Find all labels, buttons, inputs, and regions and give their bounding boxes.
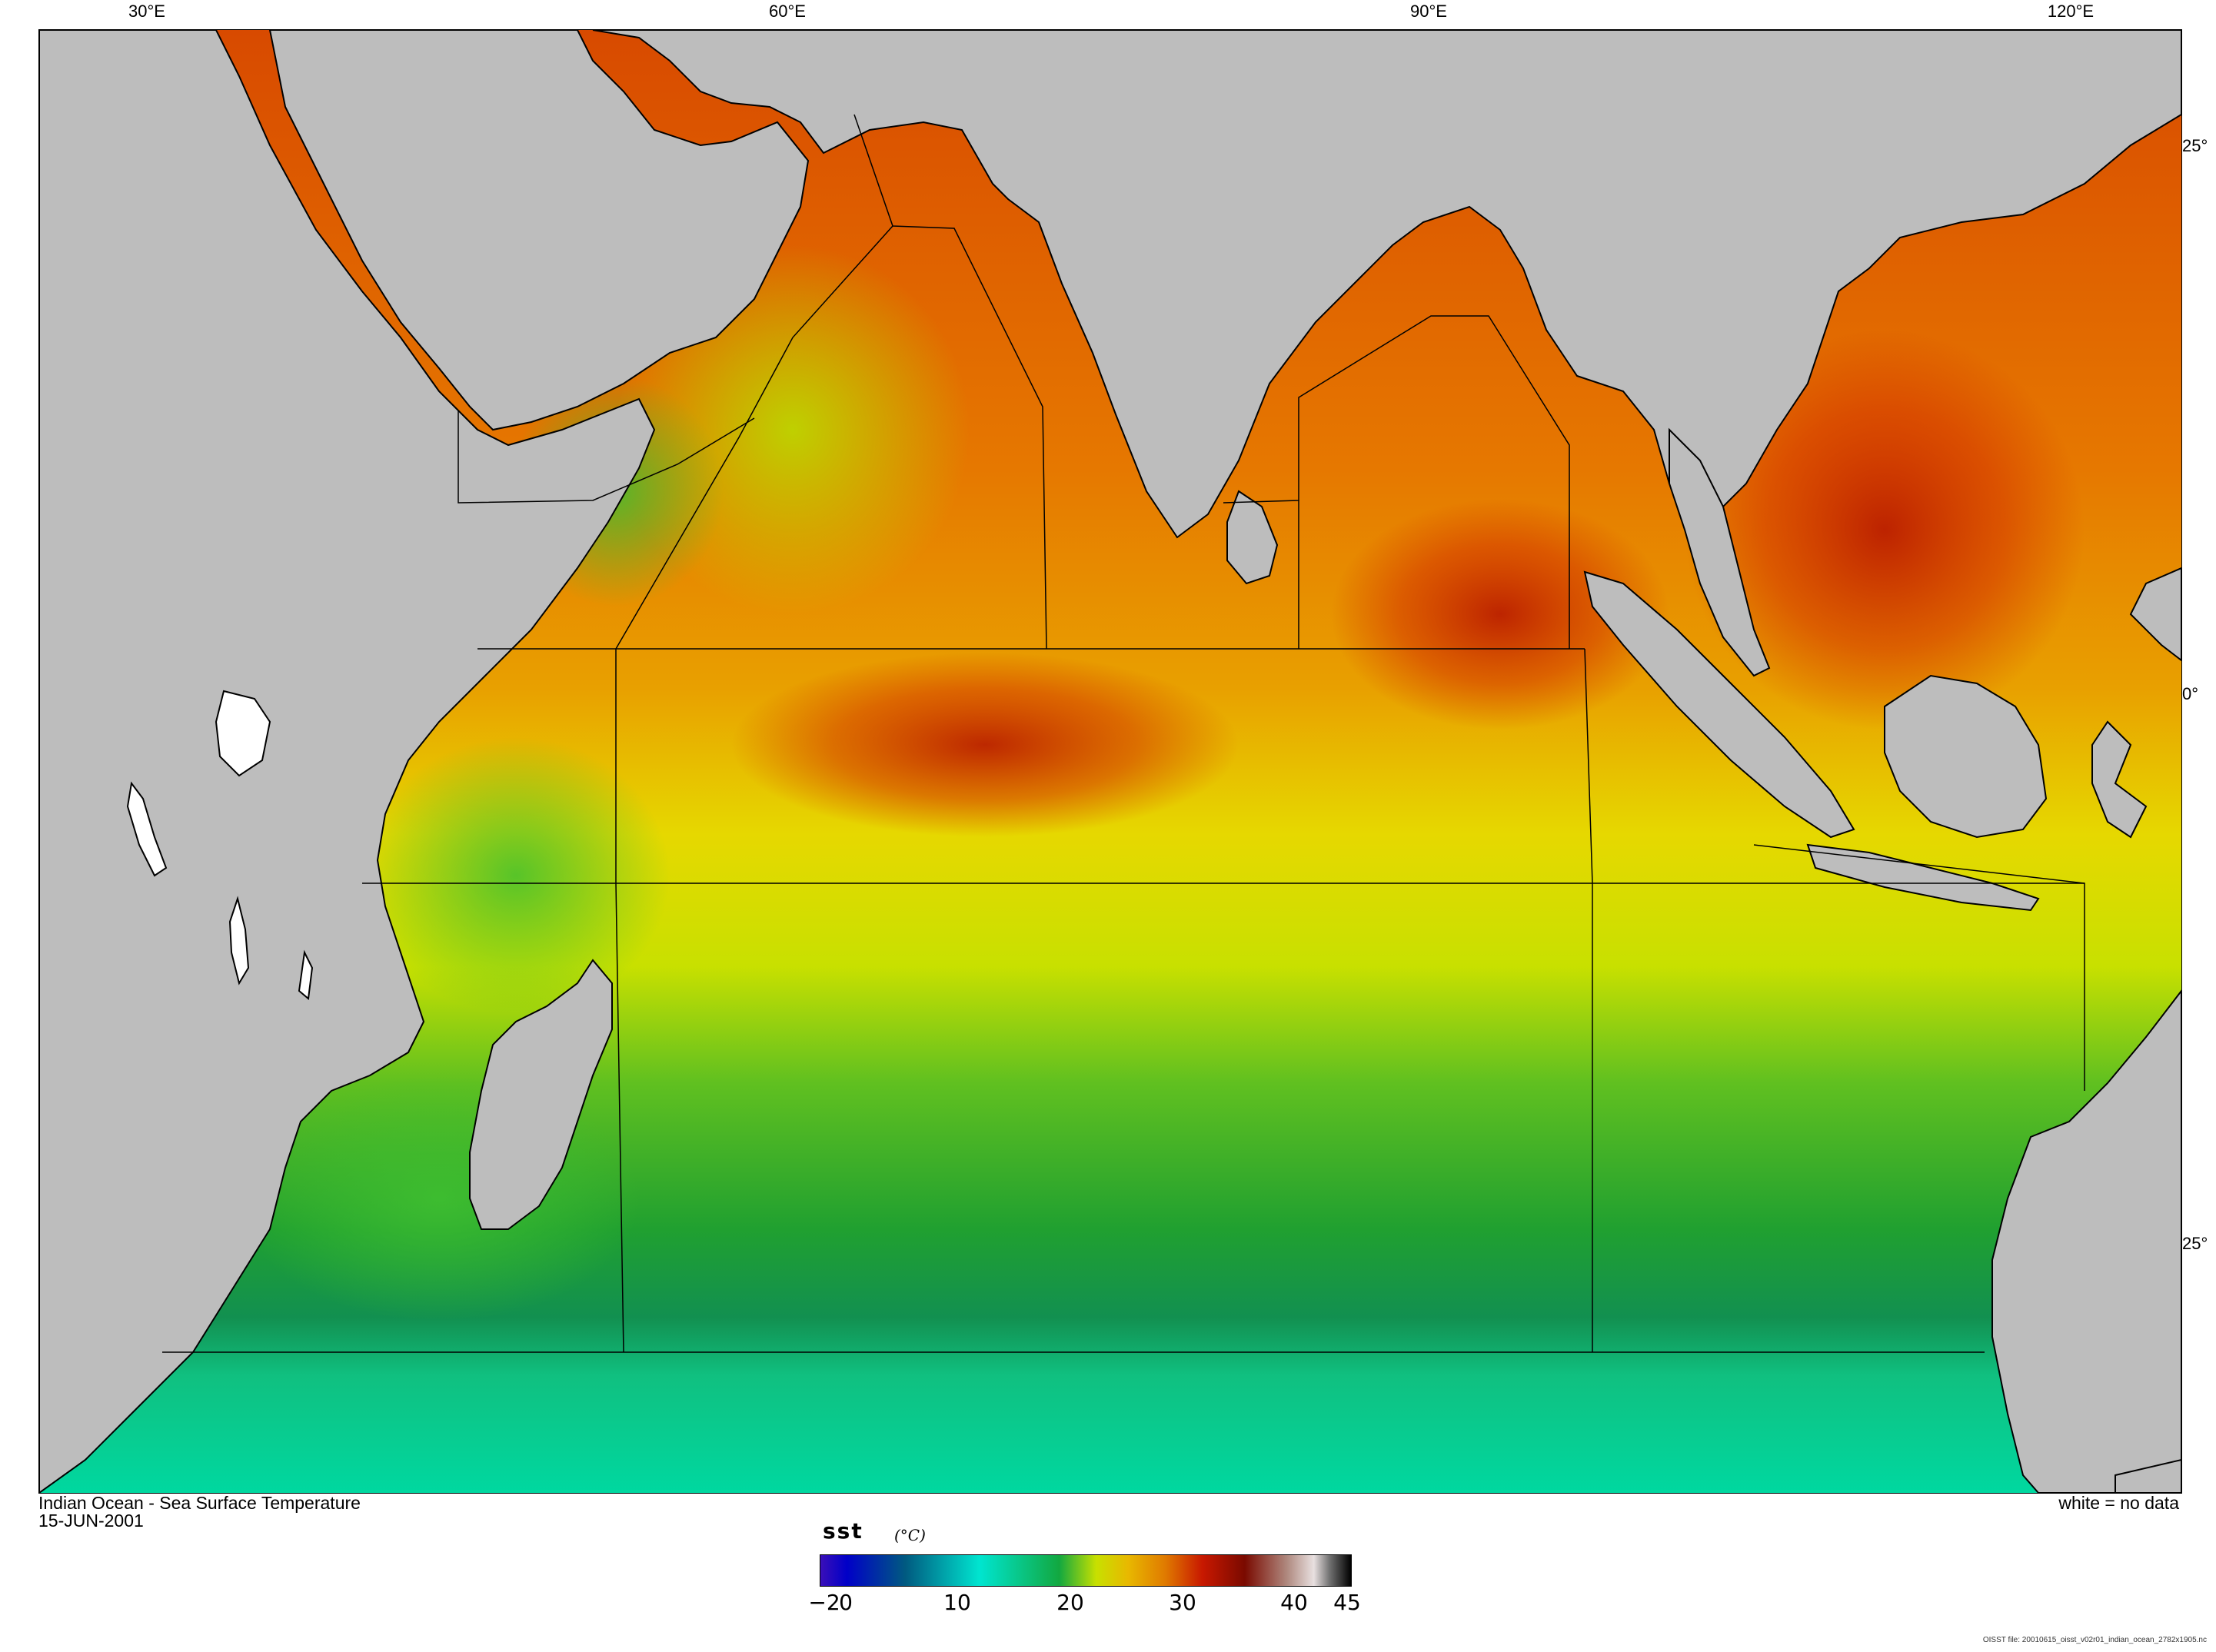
latitude-label-0: 0° bbox=[2182, 684, 2199, 703]
longitude-label-120e: 120°E bbox=[2047, 2, 2095, 21]
southern-coast-landmass bbox=[2115, 1458, 2181, 1493]
legend-unit-label: (°C) bbox=[894, 1526, 926, 1544]
no-data-island bbox=[298, 949, 314, 1000]
region-boundaries bbox=[162, 114, 2085, 1353]
borneo-landmass bbox=[1884, 674, 2048, 839]
file-note: OISST file: 20010615_oisst_v02r01_indian… bbox=[1982, 1636, 2207, 1644]
sst-map-canvas bbox=[39, 30, 2181, 1493]
east-indies-landmass bbox=[2129, 567, 2181, 662]
map-date: 15-JUN-2001 bbox=[38, 1511, 144, 1531]
sulawesi-landmass bbox=[2091, 720, 2148, 839]
australia-landmass bbox=[1991, 989, 2181, 1493]
colorbar-label-10: 10 bbox=[943, 1590, 971, 1615]
arabian-peninsula-landmass bbox=[268, 30, 810, 431]
asia-mainland-landmass bbox=[592, 30, 2181, 539]
colorbar-label-45: 45 bbox=[1333, 1590, 1361, 1615]
longitude-label-30e: 30°E bbox=[128, 2, 165, 21]
colorbar-label-minus2: −2 bbox=[808, 1590, 840, 1615]
sumatra-landmass bbox=[1583, 570, 1855, 839]
malay-peninsula-landmass bbox=[1669, 427, 1771, 677]
legend-variable-label: sst bbox=[823, 1518, 863, 1544]
map-title: Indian Ocean - Sea Surface Temperature bbox=[38, 1493, 361, 1513]
latitude-label-25s: 25° bbox=[2182, 1234, 2208, 1253]
sst-map bbox=[38, 29, 2182, 1494]
no-data-note: white = no data bbox=[2058, 1493, 2179, 1513]
no-data-island bbox=[215, 690, 271, 777]
colorbar-label-0: 0 bbox=[839, 1590, 853, 1615]
africa-landmass bbox=[39, 30, 656, 1493]
latitude-label-25n: 25° bbox=[2182, 136, 2208, 155]
madagascar-landmass bbox=[469, 959, 613, 1230]
colorbar-label-30: 30 bbox=[1169, 1590, 1196, 1615]
java-landmass bbox=[1806, 843, 2040, 912]
no-data-islands bbox=[126, 690, 314, 1000]
longitude-label-90e: 90°E bbox=[1410, 2, 1447, 21]
land-masses bbox=[39, 30, 2181, 1493]
sri-lanka-landmass bbox=[1226, 490, 1279, 585]
colorbar-label-40: 40 bbox=[1280, 1590, 1308, 1615]
longitude-label-60e: 60°E bbox=[769, 2, 806, 21]
colorbar-label-20: 20 bbox=[1056, 1590, 1084, 1615]
sst-colorbar bbox=[820, 1554, 1352, 1587]
no-data-island bbox=[126, 781, 168, 877]
no-data-island bbox=[228, 896, 250, 986]
